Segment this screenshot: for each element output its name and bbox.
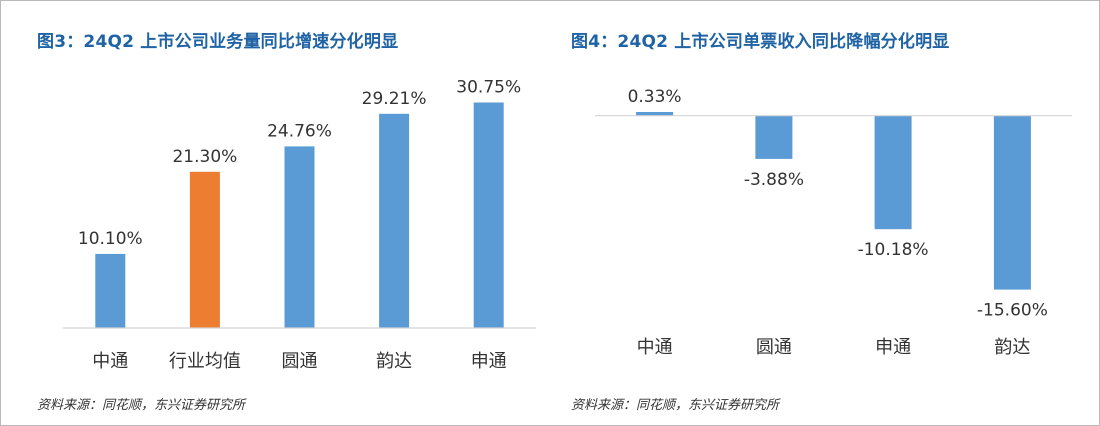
category-label-0: 中通 — [92, 351, 128, 372]
category-label-1: 圆通 — [756, 337, 792, 358]
bar-0 — [636, 112, 674, 116]
business-volume-bar-chart: 10.10% 中通 21.30% 行业均值 24.76% 圆通 29.21% 韵达 30.75%… — [63, 78, 536, 372]
category-label-2: 圆通 — [282, 351, 318, 372]
category-label-3: 韵达 — [994, 337, 1030, 358]
chart-panel-unit-revenue: 图4：24Q2 上市公司单票收入同比降幅分化明显 0.33% 中通 -3.88% 圆通… — [551, 1, 1099, 425]
chart-title: 图4：24Q2 上市公司单票收入同比降幅分化明显 — [571, 32, 950, 52]
bar-1 — [189, 171, 220, 328]
source-note: 资料来源：同花顺，东兴证券研究所 — [37, 398, 246, 413]
data-label-3: 29.21% — [362, 89, 427, 109]
data-label-3: -15.60% — [977, 301, 1048, 321]
data-label-2: 24.76% — [267, 121, 332, 141]
data-label-2: -10.18% — [858, 240, 929, 260]
bar-2 — [874, 115, 912, 230]
bar-1 — [755, 115, 793, 159]
data-label-1: -3.88% — [744, 170, 804, 190]
data-label-4: 30.75% — [456, 78, 521, 98]
bar-2 — [284, 146, 315, 328]
category-label-4: 申通 — [471, 351, 507, 372]
data-label-0: 10.10% — [78, 229, 143, 249]
chart-title: 图3：24Q2 上市公司业务量同比增速分化明显 — [37, 32, 399, 52]
data-label-0: 0.33% — [628, 87, 682, 107]
unit-revenue-bar-chart: 0.33% 中通 -3.88% 圆通 -10.18% 申通 -15.60% 韵达 — [595, 87, 1072, 358]
bar-0 — [95, 253, 126, 328]
chart-panel-business-volume: 图3：24Q2 上市公司业务量同比增速分化明显 10.10% 中通 21.30% 行业… — [1, 1, 551, 425]
bar-3 — [993, 115, 1031, 290]
category-label-2: 申通 — [875, 337, 911, 358]
category-label-3: 韵达 — [376, 351, 412, 372]
source-note: 资料来源：同花顺，东兴证券研究所 — [571, 398, 780, 413]
bar-4 — [473, 102, 504, 328]
bar-3 — [379, 113, 410, 328]
category-label-1: 行业均值 — [169, 351, 241, 372]
category-label-0: 中通 — [637, 337, 673, 358]
data-label-1: 21.30% — [172, 147, 237, 167]
